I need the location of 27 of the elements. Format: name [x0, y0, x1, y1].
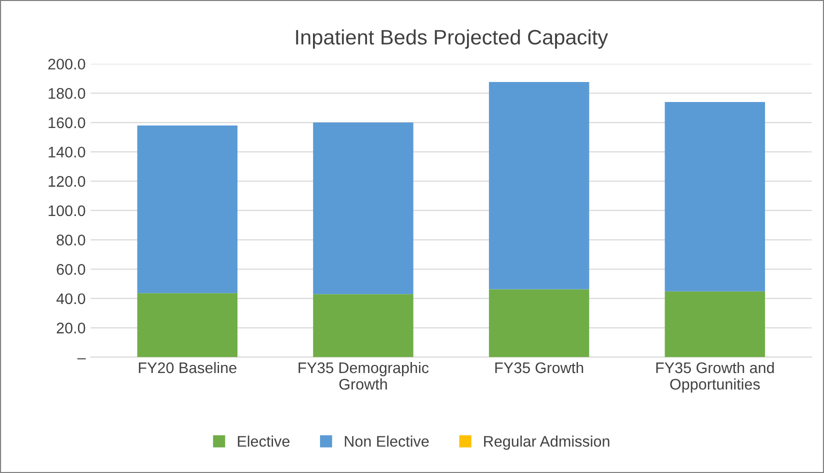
y-tick-label: 40.0 [56, 293, 86, 304]
x-tick-label: FY35 Growth [495, 362, 584, 374]
y-tick-label: 200.0 [48, 58, 86, 70]
x-tick-label: FY35 Growth and Opportunities [656, 362, 774, 393]
y-tick-label: 20.0 [56, 322, 86, 334]
y-tick-label: 160.0 [48, 117, 86, 128]
legend-label: Non Elective [344, 436, 429, 447]
chart-title: Inpatient Beds Projected Capacity [296, 29, 608, 49]
y-tick-label: 60.0 [56, 264, 86, 275]
y-tick-label: 100.0 [48, 205, 86, 216]
legend-label: Elective [238, 436, 290, 447]
legend-label: Regular Admission [484, 436, 610, 450]
bar [137, 293, 238, 358]
bar [664, 102, 766, 292]
y-tick-label: – [77, 358, 86, 360]
y-tick-label: 80.0 [56, 234, 86, 246]
y-tick-label: 120.0 [48, 176, 86, 187]
bar [137, 125, 238, 294]
bar [313, 294, 414, 358]
x-tick-label: FY20 Baseline [138, 362, 236, 374]
bar [313, 122, 414, 294]
y-tick-label: 140.0 [48, 146, 86, 158]
bar [664, 291, 766, 358]
y-tick-label: 180.0 [48, 88, 86, 99]
bar [488, 289, 590, 358]
x-tick-label: FY35 Demographic Growth [298, 362, 429, 390]
bar [488, 82, 590, 290]
